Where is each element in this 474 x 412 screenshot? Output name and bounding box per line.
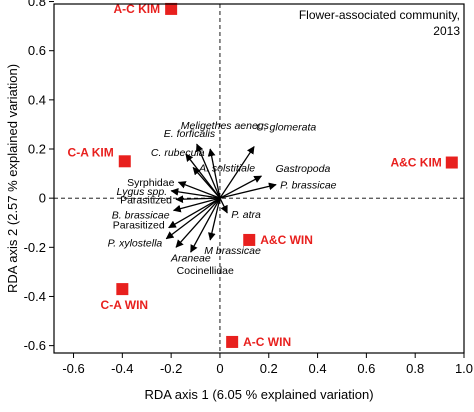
x-tick-label: -0.4 <box>111 361 133 376</box>
vector-arrow <box>165 197 221 240</box>
vector-arrow <box>219 175 263 199</box>
vector-arrow <box>175 197 221 248</box>
vector-label: C. glomerata <box>256 122 316 134</box>
x-tick-label: -0.2 <box>160 361 182 376</box>
vector-arrow <box>170 188 221 199</box>
vector-label: Meligethes aeneus <box>181 120 270 132</box>
vector-label: Syrphidae <box>127 177 174 189</box>
x-tick-label: 0.2 <box>260 361 278 376</box>
x-axis-label: RDA axis 1 (6.05 % explained variation) <box>144 387 373 402</box>
vector-label: C. rubecula <box>151 147 205 159</box>
x-tick-label: -0.6 <box>62 361 84 376</box>
chart-subtitle: 2013 <box>433 24 460 38</box>
y-tick-label: -0.4 <box>24 289 46 304</box>
reference-lines <box>54 4 464 353</box>
sample-label: A&C WIN <box>260 233 313 247</box>
vector-label: Lygus spp. <box>117 186 168 198</box>
sample-marker <box>118 155 131 168</box>
y-tick-label: 0.6 <box>28 43 46 58</box>
vector-label: A. solstitiale <box>198 162 255 174</box>
vector-arrow <box>207 148 221 199</box>
y-tick-label: 0.4 <box>28 92 46 107</box>
vector-arrow <box>219 146 255 199</box>
vector-arrow <box>192 166 221 199</box>
y-tick-label: -0.6 <box>24 338 46 353</box>
x-tick-label: 0.4 <box>309 361 327 376</box>
vector-label: E. forficalis <box>164 128 216 140</box>
vector-arrow <box>208 198 221 241</box>
vector-arrow <box>177 181 221 199</box>
sample-marker <box>116 283 129 296</box>
sample-label: A-C KIM <box>113 2 160 16</box>
chart-title: Flower-associated community, <box>299 8 460 22</box>
sample-label: A-C WIN <box>243 335 291 349</box>
vector-arrow <box>219 182 277 199</box>
y-tick-label: 0.8 <box>28 0 46 9</box>
sample-label: C-A KIM <box>68 145 114 159</box>
vector-label: M brassicae <box>204 245 261 257</box>
sample-marker <box>243 233 256 246</box>
axes-layer: -0.6 -0.4 -0.2 0 0.2 0.4 0.6 0.8 1.0 -0.6 -0.4 -0.2… <box>24 0 473 376</box>
y-tick-label: -0.2 <box>24 240 46 255</box>
x-tick-label: 0.8 <box>406 361 424 376</box>
sample-marker <box>165 2 178 15</box>
y-tick-label: 0 <box>39 191 46 206</box>
sample-layer: A-C KIM C-A KIM A&C KIM A&C WIN C-A WIN A-C W… <box>68 2 458 349</box>
vector-label: P. atra <box>231 209 261 221</box>
sample-label: A&C KIM <box>390 156 441 170</box>
vector-label: Parasitized <box>113 220 165 232</box>
y-tick-label: 0.2 <box>28 142 46 157</box>
vector-arrow <box>196 143 221 199</box>
sample-marker <box>445 156 458 169</box>
vector-label: Parasitized <box>120 194 172 206</box>
y-axis-label: RDA axis 2 (2.57 % explained variation) <box>5 64 20 293</box>
vector-label: P. xylostella <box>108 238 163 250</box>
vector-label: Araneae <box>170 252 211 264</box>
vector-arrow <box>172 197 221 213</box>
vector-label: Cocinellidae <box>177 265 234 277</box>
sample-marker <box>226 335 239 348</box>
vector-arrow <box>168 197 221 229</box>
x-tick-label: 0 <box>216 361 223 376</box>
vector-label: Gastropoda <box>275 163 330 175</box>
x-tick-label: 1.0 <box>455 361 473 376</box>
vector-arrow <box>175 195 220 204</box>
sample-label: C-A WIN <box>101 298 149 312</box>
plot-frame <box>53 3 465 354</box>
vector-arrow <box>219 197 228 214</box>
vector-arrow <box>190 197 221 253</box>
vector-label: P. brassicae <box>280 180 337 192</box>
x-tick-label: 0.6 <box>357 361 375 376</box>
vector-label: B. brassicae <box>112 209 170 221</box>
